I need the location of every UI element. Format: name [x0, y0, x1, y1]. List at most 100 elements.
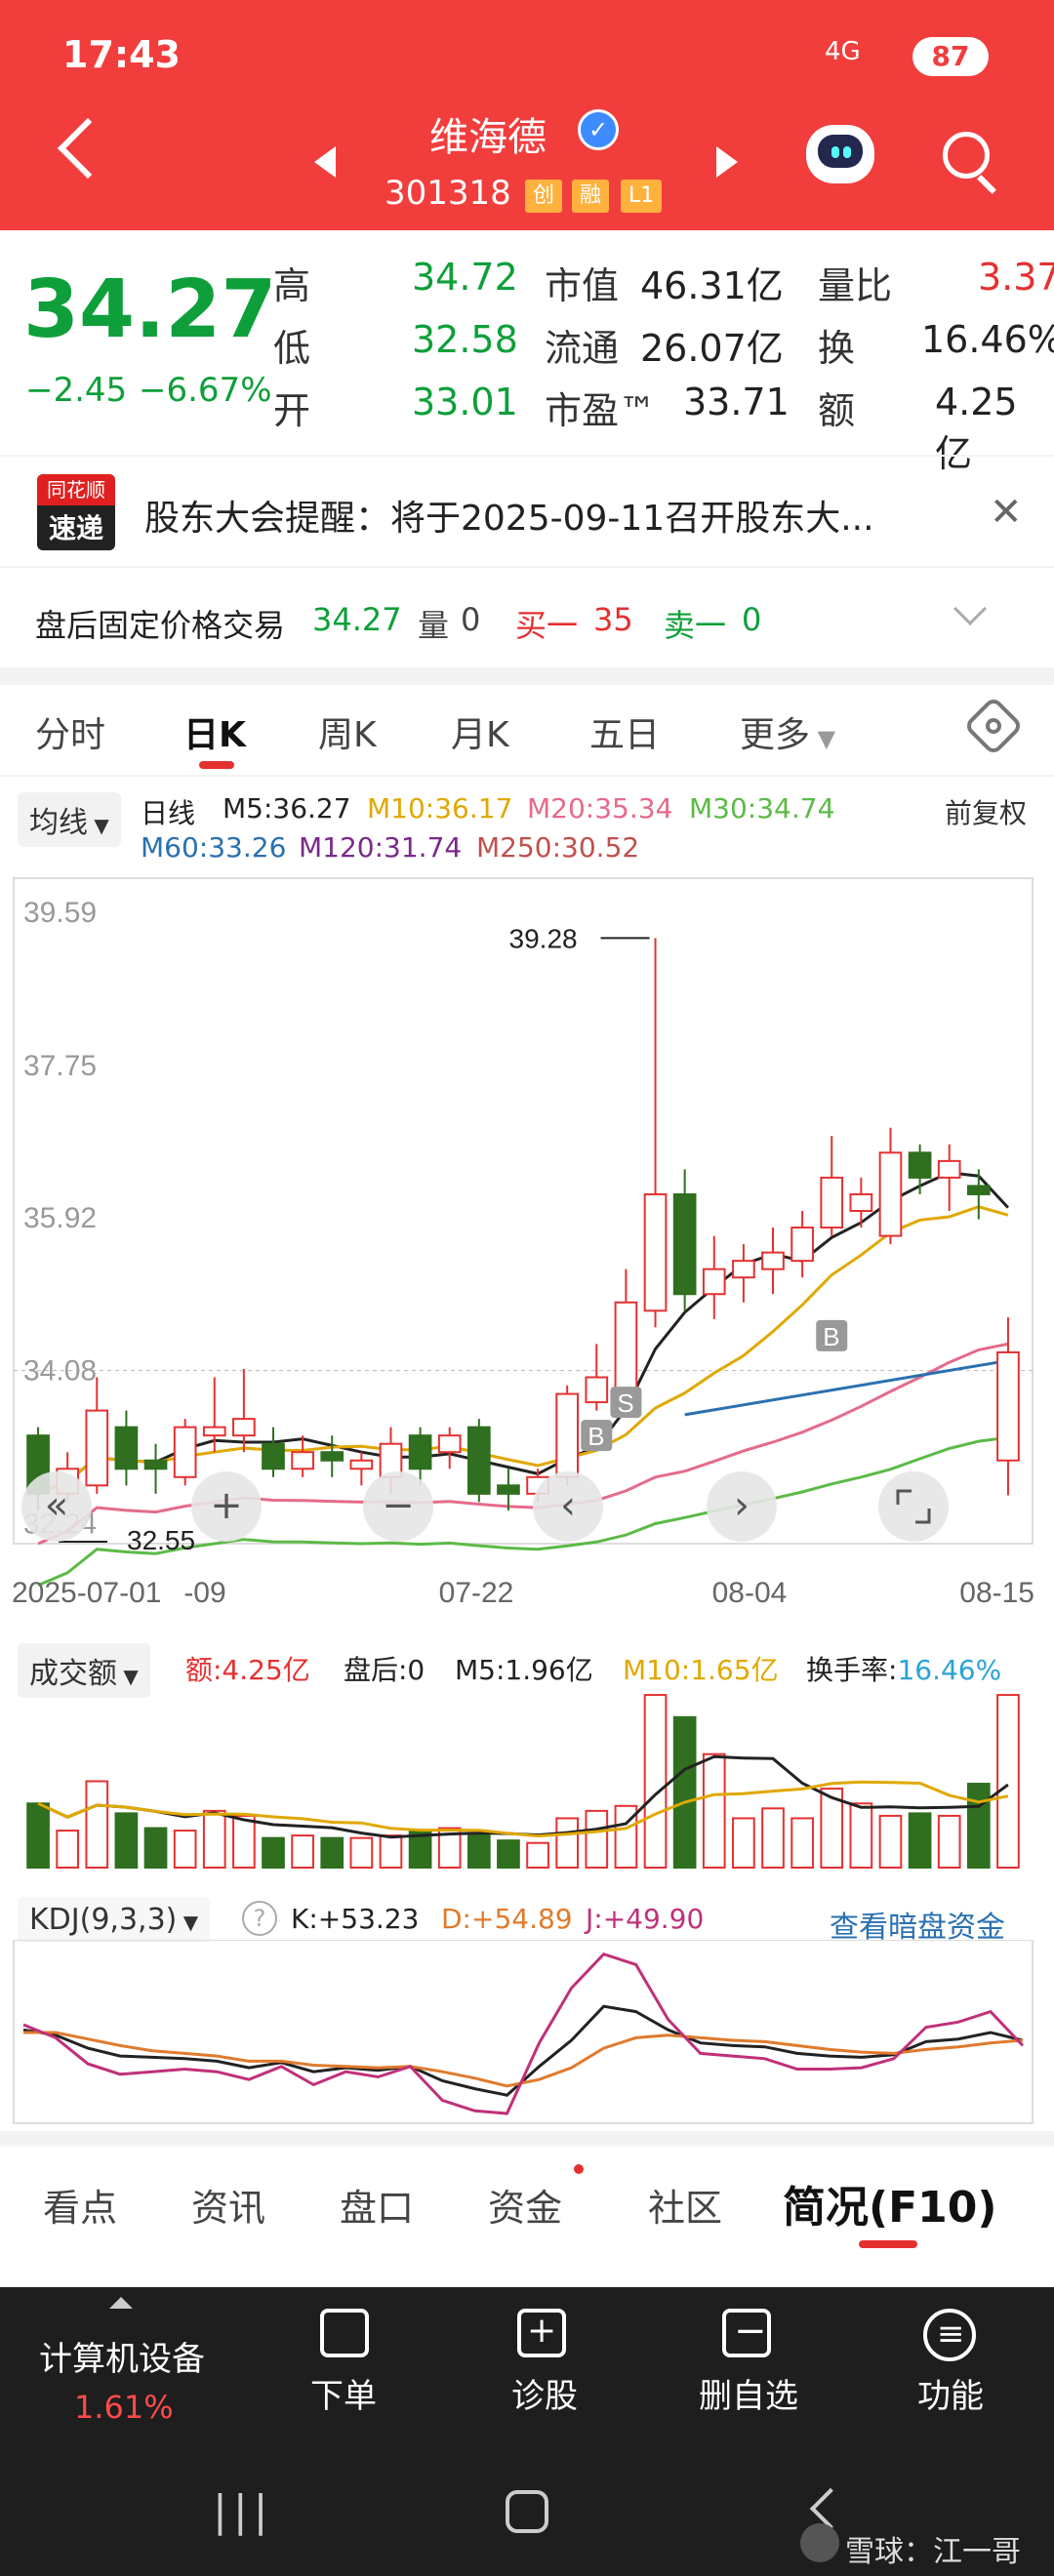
volume-bar: [555, 1817, 580, 1869]
quote-label-mktcap: 市值: [545, 264, 620, 307]
volume-indicator-select[interactable]: 成交额 ▼: [18, 1643, 150, 1698]
kdj-line-j: [22, 1952, 1025, 2115]
quote-label-amount: 额: [818, 389, 856, 432]
remove-watchlist-icon[interactable]: [722, 2309, 771, 2357]
prev-stock-icon[interactable]: [314, 146, 336, 178]
network-indicator: 4G: [825, 37, 861, 66]
help-icon[interactable]: ?: [242, 1901, 277, 1936]
recent-apps-icon[interactable]: |||: [213, 2486, 274, 2536]
adjust-label[interactable]: 前复权: [945, 797, 1028, 829]
candle-body: [614, 1301, 638, 1395]
sector-change: 1.61%: [74, 2389, 174, 2426]
close-icon[interactable]: ✕: [990, 490, 1023, 535]
assistant-robot-icon[interactable]: [806, 125, 874, 183]
watermark: 雪球：江一哥: [845, 2535, 1021, 2569]
xueqiu-logo-icon: [800, 2523, 839, 2562]
tab-daily-k[interactable]: 日K: [183, 715, 246, 755]
volume-bar: [320, 1836, 345, 1870]
period-label: 日线: [141, 797, 196, 829]
notice-text[interactable]: 股东大会提醒：将于2025-09-11召开股东大...: [144, 499, 874, 539]
kdj-select[interactable]: KDJ(9,3,3) ▼: [18, 1897, 211, 1943]
candle-body: [820, 1176, 844, 1229]
volume-bar: [262, 1836, 285, 1870]
kdj-k: K:+53.23: [291, 1903, 420, 1935]
chart-control-left[interactable]: «: [21, 1471, 92, 1542]
volume-bar: [173, 1830, 197, 1869]
ma-m120: M120:31.74: [299, 831, 463, 864]
chevron-up-icon[interactable]: [109, 2297, 133, 2309]
control-bg: [363, 1471, 433, 1542]
search-icon[interactable]: [943, 132, 990, 179]
candle-body: [643, 1192, 668, 1312]
quote-mktcap: 46.31亿: [640, 264, 784, 307]
candle-body: [849, 1192, 873, 1213]
toolbar-remove-watchlist[interactable]: 删自选: [699, 2377, 798, 2416]
volume-bar: [85, 1780, 109, 1869]
low-annotation: 32.55: [127, 1525, 195, 1555]
chart-control-zoom-out[interactable]: −: [363, 1471, 433, 1542]
y-tick-label: 39.59: [23, 897, 97, 929]
tab-news[interactable]: 资讯: [191, 2187, 266, 2230]
toolbar-functions[interactable]: 功能: [917, 2377, 984, 2416]
back-icon[interactable]: [57, 117, 119, 180]
candle-body: [996, 1350, 1020, 1462]
candle-body: [908, 1151, 932, 1179]
tag-rong: 融: [572, 180, 610, 213]
chart-control-next[interactable]: ›: [707, 1471, 777, 1542]
ma-m60: M60:33.26: [141, 831, 287, 864]
tab-more[interactable]: 更多 ▼: [740, 715, 836, 755]
volume-bar: [672, 1715, 697, 1869]
signal-marker: [581, 1420, 613, 1452]
quote-volratio: 3.37: [978, 256, 1054, 299]
volume-bar: [202, 1809, 226, 1870]
next-stock-icon[interactable]: [716, 146, 738, 178]
afterhours-sell: 0: [742, 601, 762, 638]
candlestick-chart[interactable]: 39.5937.7535.9234.0832.2439.2832.55BSB20…: [0, 868, 1054, 1630]
fullscreen-icon[interactable]: [878, 1471, 949, 1542]
control-glyph: −: [382, 1483, 415, 1528]
status-time: 17:43: [62, 33, 181, 76]
tab-funds[interactable]: 资金: [488, 2187, 563, 2230]
header-bar: 17:43 4G 87 维海德 ✓ 301318 创 融 L1: [0, 0, 1054, 230]
diagnose-icon[interactable]: [517, 2309, 566, 2357]
chart-control-zoom-in[interactable]: +: [191, 1471, 262, 1542]
x-tick-label: 07-22: [439, 1577, 514, 1609]
afterhours-label: 盘后固定价格交易: [35, 607, 286, 644]
quote-float: 26.07亿: [640, 327, 784, 370]
control-bg: [707, 1471, 777, 1542]
signal-label: B: [588, 1422, 604, 1451]
tab-highlights[interactable]: 看点: [43, 2187, 118, 2230]
tab-monthly-k[interactable]: 月K: [451, 715, 509, 755]
tab-five-day[interactable]: 五日: [589, 715, 661, 755]
ma-line-5: [37, 1171, 1009, 1496]
chart-control-prev[interactable]: ‹: [533, 1471, 603, 1542]
tab-community[interactable]: 社区: [648, 2187, 723, 2230]
menu-icon[interactable]: [923, 2309, 976, 2361]
candle-body: [790, 1227, 814, 1263]
tab-profile-f10[interactable]: 简况(F10): [783, 2183, 997, 2233]
tab-weekly-k[interactable]: 周K: [318, 715, 377, 755]
toolbar-diagnose[interactable]: 诊股: [511, 2377, 578, 2416]
chevron-down-icon[interactable]: [953, 592, 987, 625]
order-icon[interactable]: [320, 2309, 369, 2357]
afterhours-vol: 0: [461, 601, 481, 638]
y-tick-label: 35.92: [23, 1202, 97, 1234]
quote-pe: 33.71: [683, 381, 790, 423]
tab-orderbook[interactable]: 盘口: [340, 2187, 415, 2230]
home-icon[interactable]: [506, 2490, 548, 2533]
x-tick-label: 08-04: [712, 1577, 788, 1609]
control-bg: [533, 1471, 603, 1542]
volume-amount: 额:4.25亿: [185, 1654, 310, 1686]
quote-label-high: 高: [273, 264, 311, 307]
volume-bar: [114, 1812, 139, 1869]
quote-label-open: 开: [273, 389, 311, 432]
tab-intraday[interactable]: 分时: [35, 715, 106, 755]
candle-body: [349, 1459, 374, 1470]
volume-bar: [908, 1812, 932, 1869]
candle-body: [497, 1484, 520, 1495]
volume-m5: M5:1.96亿: [455, 1654, 593, 1686]
sector-name[interactable]: 计算机设备: [39, 2340, 205, 2379]
candle-body: [732, 1260, 755, 1279]
toolbar-order[interactable]: 下单: [310, 2377, 377, 2416]
indicator-select[interactable]: 均线 ▼: [18, 792, 121, 847]
